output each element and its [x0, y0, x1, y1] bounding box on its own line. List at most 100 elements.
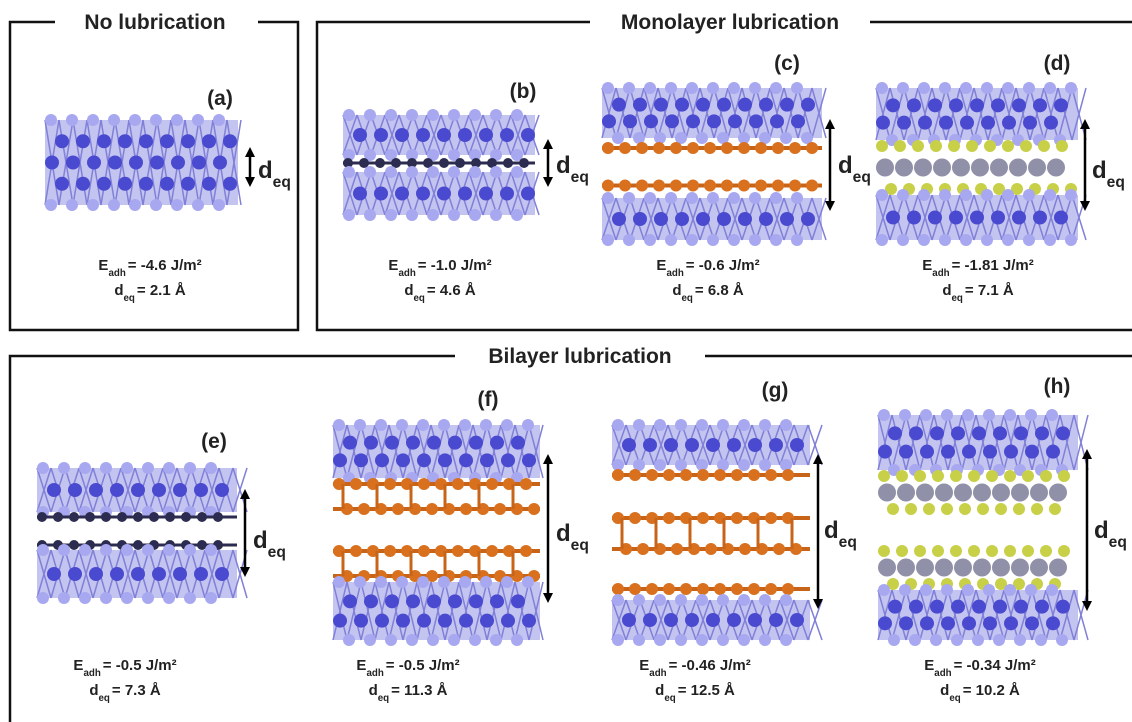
subscript: adh	[932, 268, 949, 279]
atom	[769, 438, 783, 452]
atom	[333, 453, 347, 467]
atom	[364, 634, 376, 646]
atom	[375, 453, 389, 467]
atom	[789, 142, 801, 154]
value: = 11.3 Å	[391, 682, 447, 699]
atom	[697, 583, 709, 595]
atom	[686, 234, 698, 246]
atom	[110, 483, 124, 497]
atom	[670, 142, 682, 154]
symbol: d	[672, 282, 681, 299]
atom	[887, 503, 899, 515]
atom	[354, 419, 366, 431]
atom	[983, 584, 995, 596]
atom	[521, 187, 535, 201]
atom	[142, 544, 154, 556]
atom	[644, 234, 656, 246]
subscript: eq	[414, 293, 425, 304]
atom	[1009, 159, 1027, 177]
atom	[633, 212, 647, 226]
atom	[1028, 159, 1046, 177]
atom	[602, 234, 614, 246]
atom	[160, 134, 174, 148]
atom	[731, 512, 743, 524]
atom	[55, 177, 69, 191]
atom	[1002, 82, 1014, 94]
atom	[150, 156, 164, 170]
atom	[954, 559, 972, 577]
atom	[76, 134, 90, 148]
atom	[417, 614, 431, 628]
atom	[930, 140, 942, 152]
atom	[780, 594, 792, 606]
atom	[920, 445, 934, 459]
atom	[522, 576, 534, 588]
atom	[163, 544, 175, 556]
atom	[897, 82, 909, 94]
atom	[163, 462, 175, 474]
atom	[89, 483, 103, 497]
atom	[480, 576, 492, 588]
subscript: adh	[398, 268, 415, 279]
atom	[665, 234, 677, 246]
atom	[85, 512, 95, 522]
atom	[511, 109, 523, 121]
atom	[87, 156, 101, 170]
atom	[939, 116, 953, 130]
atom	[1004, 470, 1016, 482]
atom	[888, 634, 900, 646]
atom	[69, 512, 79, 522]
atom	[707, 82, 719, 94]
atom	[439, 158, 449, 168]
subscript: eq	[273, 174, 291, 191]
atom	[918, 82, 930, 94]
atom	[731, 469, 743, 481]
atom	[983, 409, 995, 421]
subscript: eq	[949, 693, 960, 704]
atom	[108, 199, 120, 211]
atom	[738, 212, 752, 226]
atom	[1013, 503, 1025, 515]
atom	[637, 543, 649, 555]
atom	[765, 583, 777, 595]
atom	[37, 592, 49, 604]
atom	[133, 512, 143, 522]
atom	[1046, 584, 1058, 596]
atom	[173, 483, 187, 497]
atom	[385, 594, 399, 608]
equilibrium-distance: deq= 7.3 Å	[89, 682, 161, 704]
atom	[448, 109, 460, 121]
atom	[899, 409, 911, 421]
atom	[1065, 234, 1077, 246]
atom	[801, 212, 815, 226]
atom	[452, 478, 464, 490]
structure	[37, 462, 247, 604]
symbol: d	[258, 157, 273, 184]
atom	[68, 567, 82, 581]
atom	[427, 594, 441, 608]
atom	[194, 567, 208, 581]
atom	[521, 128, 535, 142]
atom	[1002, 234, 1014, 246]
symbol: E	[356, 657, 366, 674]
atom	[45, 114, 57, 126]
atom	[791, 192, 803, 204]
atom	[696, 634, 708, 646]
atom	[359, 158, 369, 168]
atom	[150, 114, 162, 126]
atom	[139, 134, 153, 148]
symbol: E	[73, 657, 83, 674]
atom	[375, 158, 385, 168]
atom	[416, 128, 430, 142]
atom	[129, 156, 143, 170]
atom	[962, 584, 974, 596]
atom	[878, 559, 896, 577]
atom	[364, 109, 376, 121]
atom	[993, 426, 1007, 440]
atom	[654, 98, 668, 112]
atom	[385, 109, 397, 121]
value: = -0.46 J/m²	[669, 657, 751, 674]
adhesion-energy: Eadh= -0.46 J/m²	[639, 657, 751, 679]
atom	[480, 453, 494, 467]
atom	[374, 187, 388, 201]
